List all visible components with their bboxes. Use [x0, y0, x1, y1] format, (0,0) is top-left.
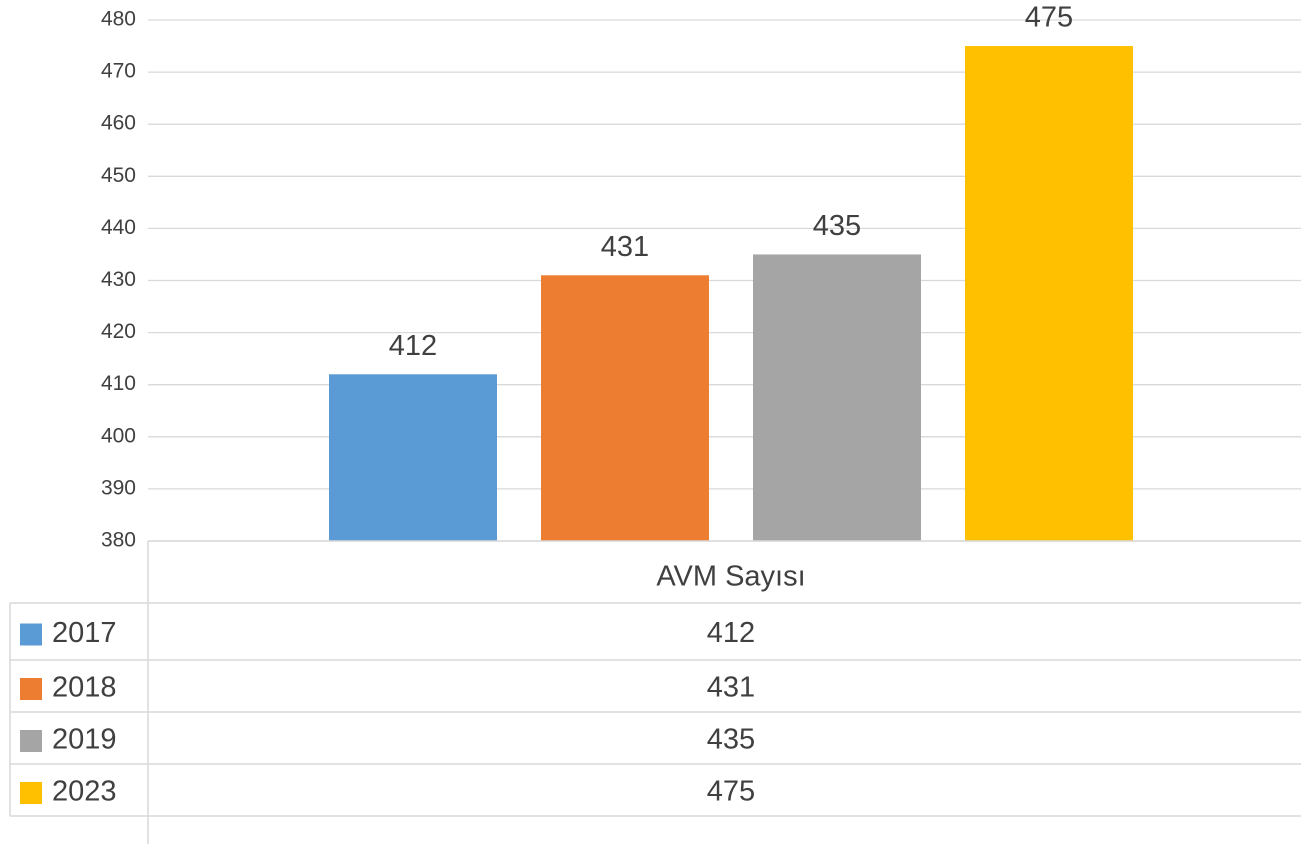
table-value: 412 [707, 617, 755, 649]
y-tick-label: 460 [101, 112, 136, 135]
legend-label: 2023 [52, 776, 117, 808]
table-value: 475 [707, 776, 755, 808]
legend-key [20, 623, 42, 646]
legend-key [20, 730, 42, 752]
legend-key [20, 782, 42, 804]
y-tick-label: 380 [101, 529, 136, 552]
y-tick-label: 430 [101, 268, 136, 291]
y-tick-label: 410 [101, 372, 136, 395]
bar [541, 275, 709, 541]
legend-key [20, 678, 42, 700]
bar [753, 254, 921, 541]
bar [965, 46, 1133, 542]
y-tick-label: 390 [101, 476, 136, 499]
y-tick-label: 450 [101, 164, 136, 187]
data-label: 475 [1025, 2, 1073, 34]
legend-label: 2018 [52, 672, 117, 704]
legend-label: 2019 [52, 724, 117, 756]
y-tick-label: 440 [101, 216, 136, 239]
legend-label: 2017 [52, 617, 117, 649]
table-value: 435 [707, 724, 755, 756]
y-tick-label: 470 [101, 60, 136, 83]
y-tick-label: 420 [101, 320, 136, 343]
y-tick-label: 480 [101, 8, 136, 31]
bar [329, 374, 497, 541]
table-frame [9, 541, 149, 844]
x-tick-label: AVM Sayısı [656, 561, 805, 593]
y-tick-label: 400 [101, 424, 136, 447]
data-label: 435 [813, 210, 861, 242]
data-label: 431 [601, 231, 649, 263]
data-label: 412 [389, 330, 437, 362]
table-value: 431 [707, 672, 755, 704]
